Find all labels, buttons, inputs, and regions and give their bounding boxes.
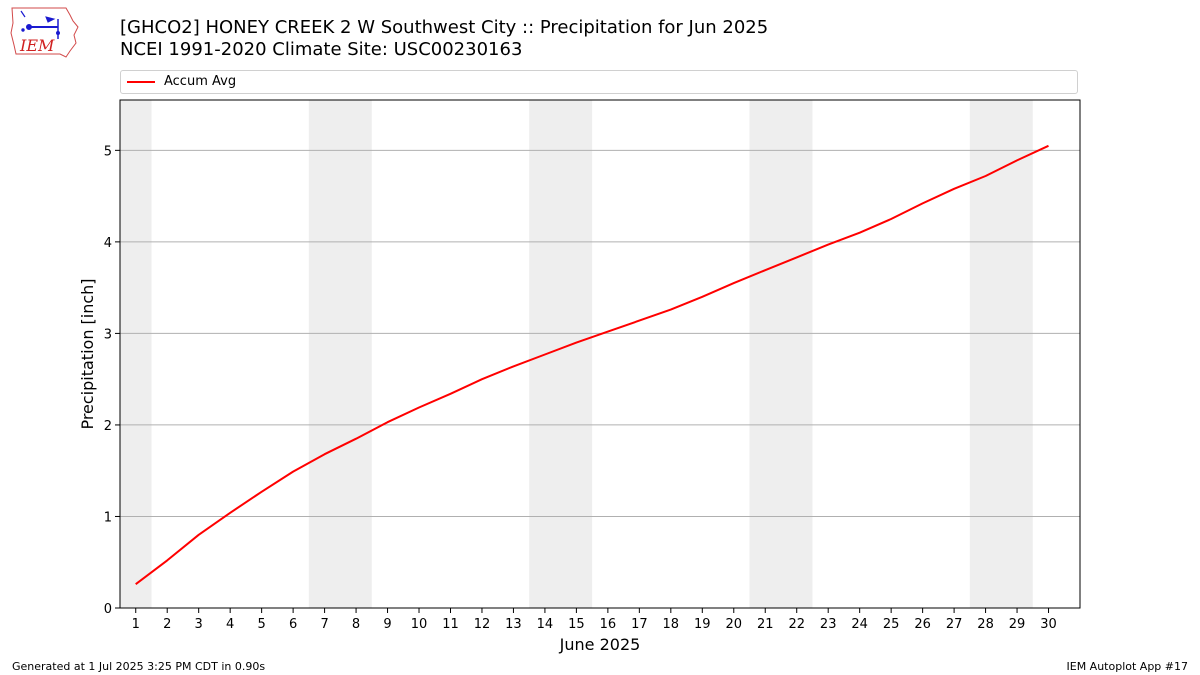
x-tick-label-15: 15 bbox=[568, 617, 585, 632]
y-tick-label-0: 0 bbox=[104, 602, 112, 617]
y-tick-label-5: 5 bbox=[104, 144, 112, 159]
x-tick-label-24: 24 bbox=[851, 617, 868, 632]
weekend-band-1 bbox=[120, 100, 152, 608]
x-tick-label-4: 4 bbox=[226, 617, 234, 632]
x-tick-label-3: 3 bbox=[195, 617, 203, 632]
y-tick-label-3: 3 bbox=[104, 327, 112, 342]
x-tick-label-22: 22 bbox=[788, 617, 805, 632]
x-tick-label-10: 10 bbox=[411, 617, 428, 632]
x-tick-label-30: 30 bbox=[1040, 617, 1057, 632]
legend-label-accum-avg: Accum Avg bbox=[164, 74, 237, 89]
x-tick-label-13: 13 bbox=[505, 617, 522, 632]
footer-generated: Generated at 1 Jul 2025 3:25 PM CDT in 0… bbox=[12, 660, 266, 673]
x-tick-label-14: 14 bbox=[537, 617, 554, 632]
x-tick-label-23: 23 bbox=[820, 617, 837, 632]
x-tick-label-26: 26 bbox=[914, 617, 931, 632]
weekend-band-4 bbox=[749, 100, 813, 608]
x-axis-label: June 2025 bbox=[559, 635, 641, 654]
legend-swatch-accum-avg bbox=[127, 81, 155, 83]
series-line-accum-avg bbox=[135, 144, 1049, 585]
weekend-shading bbox=[120, 100, 1033, 608]
x-axis-ticks: 1 2 3 4 5 6 7 8 9 10 11 12 13 14 15 16 17 18 19 20 21 22 23 24 2… bbox=[132, 608, 1057, 632]
x-tick-label-11: 11 bbox=[442, 617, 459, 632]
x-tick-label-8: 8 bbox=[352, 617, 360, 632]
weekend-band-5 bbox=[969, 100, 1033, 608]
y-tick-label-4: 4 bbox=[104, 236, 112, 251]
weekend-band-2 bbox=[308, 100, 372, 608]
x-tick-label-18: 18 bbox=[663, 617, 680, 632]
x-tick-label-27: 27 bbox=[946, 617, 963, 632]
x-tick-label-2: 2 bbox=[163, 617, 171, 632]
x-tick-label-20: 20 bbox=[725, 617, 742, 632]
series-layer bbox=[135, 144, 1049, 585]
y-tick-label-1: 1 bbox=[104, 510, 112, 525]
x-tick-label-16: 16 bbox=[600, 617, 617, 632]
iowa-outline-icon bbox=[10, 7, 79, 58]
x-tick-label-5: 5 bbox=[257, 617, 265, 632]
chart-subtitle: NCEI 1991-2020 Climate Site: USC00230163 bbox=[120, 39, 523, 60]
x-tick-label-25: 25 bbox=[883, 617, 900, 632]
y-axis-label: Precipitation [inch] bbox=[78, 278, 97, 429]
weekend-band-3 bbox=[529, 100, 593, 608]
x-tick-label-19: 19 bbox=[694, 617, 711, 632]
chart-title: [GHCO2] HONEY CREEK 2 W Southwest City :… bbox=[120, 17, 769, 38]
iem-logo: IEM bbox=[10, 7, 79, 58]
plot-frame bbox=[119, 99, 1081, 609]
y-gridlines bbox=[120, 149, 1080, 517]
x-tick-label-12: 12 bbox=[474, 617, 491, 632]
x-tick-label-17: 17 bbox=[631, 617, 648, 632]
x-tick-label-9: 9 bbox=[383, 617, 391, 632]
x-tick-label-7: 7 bbox=[320, 617, 328, 632]
x-tick-label-28: 28 bbox=[977, 617, 994, 632]
x-tick-label-1: 1 bbox=[132, 617, 140, 632]
chart-legend: Accum Avg bbox=[120, 70, 1078, 94]
x-tick-label-21: 21 bbox=[757, 617, 774, 632]
x-tick-label-6: 6 bbox=[289, 617, 297, 632]
y-tick-label-2: 2 bbox=[104, 419, 112, 434]
footer-app: IEM Autoplot App #17 bbox=[1066, 660, 1189, 673]
x-tick-label-29: 29 bbox=[1009, 617, 1026, 632]
logo-text: IEM bbox=[19, 36, 55, 55]
weather-station-icon bbox=[20, 10, 60, 39]
y-axis-ticks: 0 1 2 3 4 5 bbox=[104, 144, 120, 617]
